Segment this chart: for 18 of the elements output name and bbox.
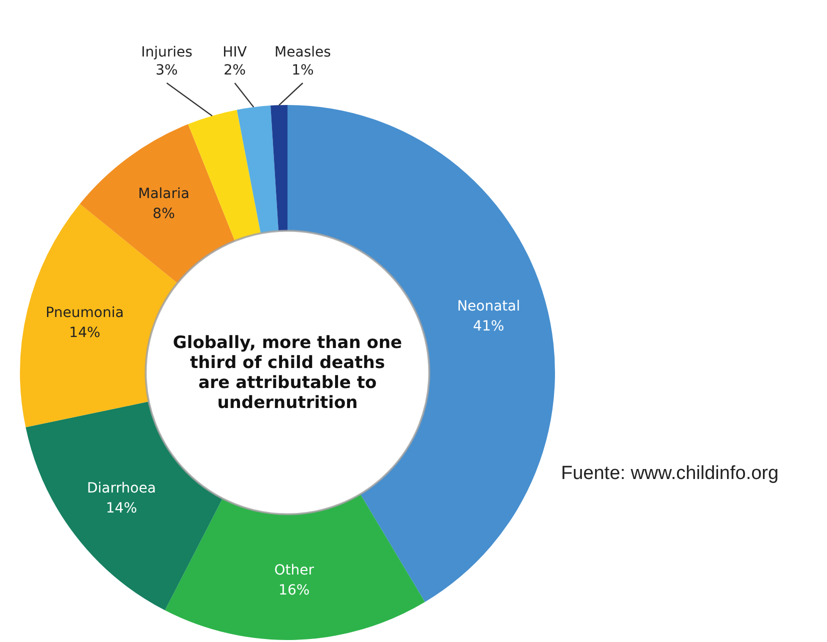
slice-label: HIV [222,44,248,61]
data-label: 14% [69,324,100,341]
slice-label: Measles [274,44,331,61]
data-label: 8% [152,206,175,222]
slice-label: Pneumonia [46,304,124,321]
slice-label: Injuries [141,44,192,61]
data-label: 41% [473,318,504,335]
source-note: Fuente: www.childinfo.org [561,462,779,484]
slice-label: Other [274,562,314,579]
slice-label: Diarrhoea [87,480,156,496]
slice-label: Malaria [138,186,190,202]
data-label: 2% [224,62,246,79]
text: Globally, more than one third of child deaths are attributable to undernutrition [172,332,402,412]
slice-label: Neonatal [457,298,520,315]
data-label: 3% [156,62,178,79]
data-label: 1% [292,62,314,79]
data-label: 14% [106,500,138,516]
data-label: 16% [278,582,310,599]
